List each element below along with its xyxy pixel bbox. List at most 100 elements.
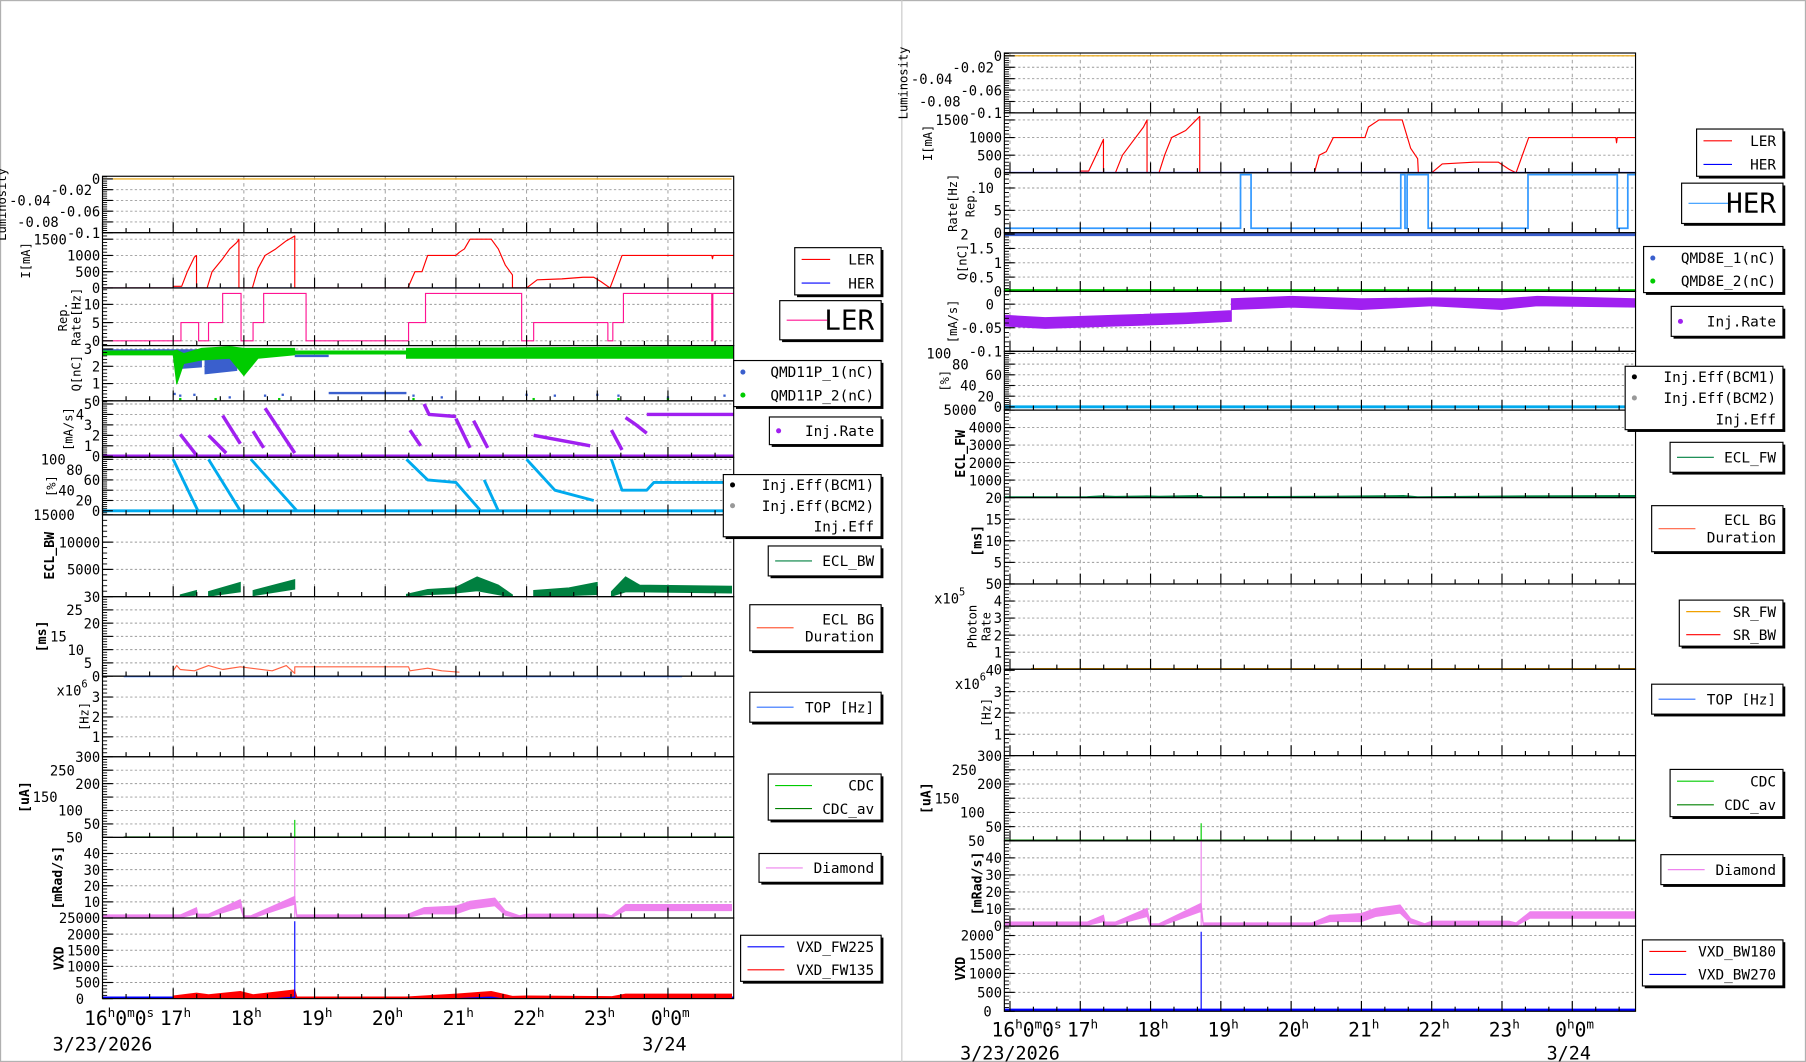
legend-box: Diamond [1660,854,1786,887]
y-tick-label: 500 [75,265,100,281]
y-axis-multiplier-exponent: 6 [81,679,87,691]
y-tick-label: 500 [977,986,1002,1002]
legend-label: ECL_FW [1724,450,1776,466]
y-tick-label: 4 [76,408,84,424]
legend-label: Duration [805,630,874,646]
y-tick-label: 50 [84,817,101,833]
legend-entry-inj-eff-bcm2-: Inj.Eff(BCM2) [730,499,874,515]
legend-frame [1678,599,1784,647]
panel--mrad-s- [101,836,735,919]
legend-entry-qmd8e-1-nc-: QMD8E_1(nC) [1650,251,1776,267]
legend-label: QMD8E_2(nC) [1681,274,1776,290]
y-tick-label: 10 [67,643,84,659]
legend-label: Inj.Rate [805,424,874,440]
y-tick-label: 10 [985,902,1002,918]
panel-rep-rate-hz- [101,287,735,347]
legend-frame [1643,245,1784,294]
legend-label: Inj.Eff(BCM2) [1664,391,1777,407]
y-tick-label: 4 [994,594,1002,610]
legend-box: TOP [Hz] [749,691,884,725]
y-axis-title: [ms] [35,620,50,652]
y-axis-title: Q[nC] [955,244,969,280]
y-tick-label: 5 [84,656,92,672]
y-tick-label: 20 [985,885,1002,901]
y-tick-label: 60 [84,473,101,489]
series-group [102,921,734,999]
legend-frame [722,473,882,538]
legend-entry-diamond: Diamond [1667,863,1776,879]
series-qmd11p-1-nc--point [228,396,231,399]
y-axis-title: I[mA] [921,125,935,161]
y-axis-multiplier-base: x10 [56,684,81,700]
legend-frame [768,416,882,446]
x-tick-label: 17h [1067,1017,1098,1042]
legend-entry-vxd-bw270: VXD_BW270 [1649,968,1776,984]
y-tick-label: 0 [994,226,1002,242]
y-tick-label: 4000 [969,421,1002,437]
x-date-label: 3/23/2026 [53,1034,153,1055]
panel-i-ma- [1003,112,1637,174]
legend-label: TOP [Hz] [1707,692,1776,708]
series-group [172,664,460,675]
series-qmd11p-2-nc- [102,346,734,385]
y-tick-label: 20 [76,494,93,510]
legend-label: CDC [848,779,874,795]
axis-label-layer: 0-0.02-0.04-0.06-0.08-0.1050010001500051… [897,47,1002,1021]
y-tick-label: 100 [960,806,985,822]
series-ecl-bw [208,581,241,597]
legend-box: Diamond [758,852,884,885]
legend-entry-ecl-bw: ECL_BW [775,554,875,570]
panel-luminosity [101,175,735,234]
y-tick-label: 10 [84,298,101,314]
series-qmd11p-1-nc--point [553,394,557,397]
y-tick-label: -0.06 [59,204,101,220]
legend-label: Inj.Eff(BCM1) [762,478,875,494]
y-axis-title: [mA/s] [62,407,76,451]
legend-frame [733,359,882,408]
legend-label: HER [1750,158,1776,174]
series-inj-eff [525,458,595,502]
y-tick-label: 1500 [935,113,968,129]
x-tick-label: 23h [584,1005,615,1030]
legend-label: VXD_BW270 [1698,968,1776,984]
y-tick-label: 2 [994,706,1002,722]
y-tick-label: 0 [92,911,100,927]
y-tick-label: 20 [84,616,101,632]
series-qmd11p-1-nc--point [412,394,415,397]
y-tick-label: 5000 [943,403,976,419]
legend-entry-sr-fw: SR_FW [1686,605,1776,621]
series-inj-eff [171,458,200,512]
y-tick-label: 0 [994,919,1002,935]
y-tick-label: 1 [994,256,1002,272]
y-tick-label: 50 [985,820,1002,836]
y-tick-label: 100 [58,804,83,820]
legend-entry-qmd11p-1-nc-: QMD11P_1(nC) [740,365,874,381]
legend-label: Inj.Eff [1715,412,1776,428]
series-inj-eff [249,458,298,512]
series-ecl-bg-duration [172,664,460,675]
series-qmd11p-1-nc--point [281,393,284,396]
legend-entry-inj-eff-bcm1-: Inj.Eff(BCM1) [730,478,874,494]
y-tick-label: 0 [92,669,100,685]
legend-label: VXD_FW225 [796,940,874,956]
legend-box: LER HER [794,247,884,298]
series-group [1004,233,1636,292]
y-tick-label: 2 [92,710,100,726]
y-tick-label: 250 [50,763,75,779]
y-tick-label: 2000 [67,927,100,943]
legend-frame [1651,505,1784,553]
series-ecl-bw [252,579,296,597]
y-tick-label: 3000 [969,438,1002,454]
legend-marker-dot [740,369,746,375]
y-axis-multiplier-base: x10 [955,677,980,693]
y-tick-label: 200 [977,777,1002,793]
legend-label: QMD11P_2(nC) [770,388,874,404]
legend-label: TOP [Hz] [805,700,874,716]
y-axis-title: [mA/s] [946,300,960,344]
legend-label: HER [848,276,874,292]
y-tick-label: 20 [985,491,1002,507]
legend-marker-dot [1631,374,1637,380]
y-tick-label: 0 [92,281,100,297]
legend-label: QMD11P_1(nC) [770,365,874,381]
x-date-label: 3/24 [1547,1044,1591,1062]
